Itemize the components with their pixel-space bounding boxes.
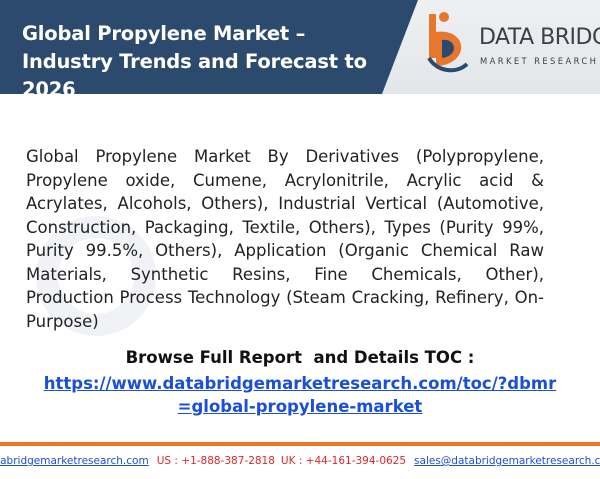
report-description: Global Propylene Market By Derivatives (… [26,147,544,331]
logo-subtitle: MARKET RESEARCH [480,56,599,66]
watermark [36,210,576,350]
footer: databridgemarketresearch.com US : +1-888… [0,440,600,479]
footer-website-link[interactable]: databridgemarketresearch.com [0,455,149,467]
header: Global Propylene Market – Industry Trend… [0,0,600,101]
browse-label: Browse Full Report and Details TOC : [125,348,475,367]
logo-name: DATA BRIDGE [479,25,600,50]
header-logo-area [382,0,600,94]
company-logo: DATA BRIDGE MARKET RESEARCH [427,10,600,80]
footer-email-link[interactable]: sales@databridgemarketresearch.com [414,455,600,467]
logo-b-icon [427,12,469,73]
footer-us-phone: US : +1-888-387-2818 [156,455,275,467]
footer-divider [0,442,600,446]
footer-uk-phone: UK : +44-161-394-0625 [280,455,407,467]
footer-contact-bar: databridgemarketresearch.com US : +1-888… [0,452,600,470]
report-toc-link[interactable]: https://www.databridgemarketresearch.com… [43,374,557,416]
page-title: Global Propylene Market – Industry Trend… [22,22,367,101]
header-band [0,0,418,94]
